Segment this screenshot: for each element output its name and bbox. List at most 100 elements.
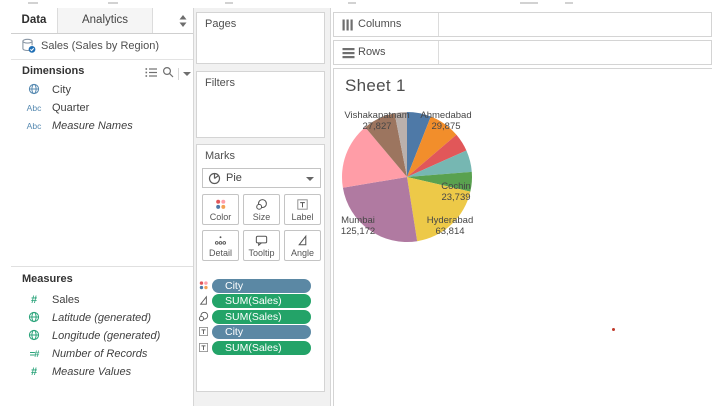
button-label: Detail (208, 248, 232, 258)
divider (438, 41, 439, 64)
field-latitude-generated-[interactable]: Latitude (generated) (11, 309, 193, 327)
pie-mark-icon (208, 172, 221, 188)
field-label: Quarter (52, 102, 90, 114)
field-label: City (52, 84, 71, 96)
color-dots-icon (203, 197, 238, 212)
datasource-row[interactable]: Sales (Sales by Region) (11, 34, 193, 60)
button-label: Color (209, 212, 232, 222)
button-label: Label (291, 212, 314, 222)
field-city[interactable]: City (11, 81, 193, 99)
pie-label-cochin: Cochin 23,739 (441, 181, 471, 203)
size-circles-icon (197, 310, 211, 324)
equals-hash-icon: =# (29, 349, 40, 360)
field-quarter[interactable]: Abc Quarter (11, 99, 193, 117)
pill-sum-sales-[interactable]: SUM(Sales) (212, 294, 311, 309)
field-number-of-records[interactable]: =# Number of Records (11, 345, 193, 363)
text-t-icon (285, 197, 320, 212)
database-icon (21, 38, 36, 57)
pie-slice-mumbai[interactable] (342, 177, 418, 243)
pie-label-vishakapatnam: Vishakapatnam 27,827 (344, 110, 410, 132)
rows-shelf[interactable]: Rows (333, 40, 712, 65)
text-t-icon (197, 341, 211, 355)
field-measure-values[interactable]: # Measure Values (11, 363, 193, 381)
cursor-artifact-dot (612, 328, 615, 331)
sheet-title[interactable]: Sheet 1 (345, 76, 406, 95)
angle-triangle-icon (197, 294, 211, 308)
field-longitude-generated-[interactable]: Longitude (generated) (11, 327, 193, 345)
pie-slice-vishakapatnam[interactable] (365, 113, 407, 177)
pie-chart (341, 112, 472, 243)
pie-slice-unlabeled[interactable] (394, 112, 407, 177)
columns-icon (342, 19, 355, 34)
pie-label-ahmedabad: Ahmedabad 29,875 (420, 110, 472, 132)
tooltip-button[interactable]: Tooltip (243, 230, 280, 261)
pill-city[interactable]: City (212, 325, 311, 340)
hash-icon: # (30, 294, 38, 306)
color-dots-icon (197, 279, 211, 293)
pages-shelf[interactable]: Pages (196, 12, 325, 64)
button-label: Tooltip (248, 248, 275, 258)
field-label: Measure Names (52, 120, 133, 132)
pie-label-hyderabad: Hyderabad 63,814 (426, 215, 474, 237)
pie-slice-cochin[interactable] (407, 171, 472, 192)
data-pane: Data Analytics Sales (Sales by Region) (11, 8, 193, 406)
field-label: Measure Values (52, 366, 132, 378)
globe-icon (22, 329, 46, 343)
pie-slice-unlabeled[interactable] (407, 134, 467, 177)
pill-row: SUM(Sales) (196, 340, 324, 355)
angle-button[interactable]: Angle (284, 230, 321, 261)
rows-icon (342, 47, 355, 62)
rows-label: Rows (358, 46, 386, 58)
pill-row: SUM(Sales) (196, 294, 324, 309)
view-list-icon[interactable] (145, 67, 158, 81)
filters-shelf[interactable]: Filters (196, 71, 325, 138)
measures-title: Measures (22, 273, 73, 285)
pill-sum-sales-[interactable]: SUM(Sales) (212, 340, 311, 355)
field-measure-names[interactable]: Abc Measure Names (11, 117, 193, 135)
globe-icon (22, 83, 46, 97)
field-label: Longitude (generated) (52, 330, 161, 342)
pie-label-mumbai: Mumbai 125,172 (340, 215, 376, 237)
filters-label: Filters (205, 77, 235, 89)
mark-type-dropdown[interactable]: Pie (202, 168, 321, 188)
button-label: Angle (290, 248, 315, 258)
text-t-icon (197, 325, 211, 339)
mark-type-value: Pie (226, 172, 242, 184)
pie-slice-ahmedabad[interactable] (407, 112, 431, 177)
data-analytics-tabbar: Data Analytics (11, 8, 193, 34)
detail-dots-icon (203, 233, 238, 248)
pie-slice-unlabeled[interactable] (407, 116, 457, 177)
field-label: Sales (52, 294, 80, 306)
pages-label: Pages (205, 18, 237, 30)
swap-panes-icon[interactable] (177, 14, 189, 28)
pie-slice-unlabeled[interactable] (341, 127, 407, 188)
size-button[interactable]: Size (243, 194, 280, 225)
tooltip-bubble-icon (244, 233, 279, 248)
dimensions-title: Dimensions (22, 65, 85, 77)
pie-slice-unlabeled[interactable] (407, 150, 472, 177)
color-button[interactable]: Color (202, 194, 239, 225)
hash-icon: # (30, 366, 38, 378)
pill-row: SUM(Sales) (196, 309, 324, 324)
angle-triangle-icon (285, 233, 320, 248)
marks-label: Marks (205, 150, 235, 162)
dimensions-menu-caret-icon[interactable] (183, 71, 191, 76)
columns-shelf[interactable]: Columns (333, 12, 712, 37)
tab-data[interactable]: Data (11, 8, 57, 33)
pane-splitter[interactable] (11, 266, 193, 267)
field-label: Latitude (generated) (52, 312, 152, 324)
label-button[interactable]: Label (284, 194, 321, 225)
size-circles-icon (244, 197, 279, 212)
abc-icon: Abc (26, 103, 42, 113)
pill-row: City (196, 325, 324, 340)
pill-sum-sales-[interactable]: SUM(Sales) (212, 309, 311, 324)
pill-city[interactable]: City (212, 279, 311, 293)
columns-label: Columns (358, 18, 402, 30)
search-fields-icon[interactable] (162, 66, 174, 81)
field-sales[interactable]: # Sales (11, 291, 193, 309)
pie-slice-hyderabad[interactable] (407, 177, 471, 242)
tab-analytics[interactable]: Analytics (57, 8, 153, 33)
detail-button[interactable]: Detail (202, 230, 239, 261)
datasource-name: Sales (Sales by Region) (41, 40, 160, 52)
